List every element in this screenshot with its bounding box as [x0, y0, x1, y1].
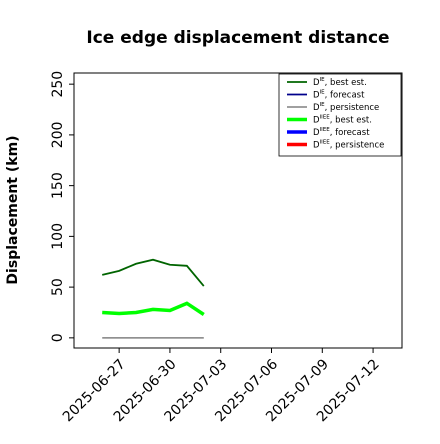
y-tick-label: 250	[50, 71, 66, 98]
legend-label: DIE, best est.	[313, 77, 367, 88]
legend-sup: IE	[320, 77, 326, 83]
legend-base: D	[313, 103, 320, 113]
legend-text: , best est.	[325, 78, 367, 88]
y-tick-label: 150	[50, 172, 66, 199]
chart-title: Ice edge displacement distance	[86, 28, 389, 48]
legend-sup: IIEE	[320, 127, 331, 133]
y-tick-label: 0	[50, 333, 66, 342]
y-tick-label: 50	[50, 278, 66, 296]
series-line	[102, 301, 205, 316]
legend-base: D	[313, 78, 320, 88]
legend-text: , best est.	[330, 115, 372, 125]
legend-label: DIIEE, forecast	[313, 127, 370, 138]
y-tick-label: 200	[50, 122, 66, 149]
legend-label: DIIEE, best est.	[313, 114, 372, 125]
legend-text: , forecast	[330, 128, 370, 138]
legend-base: D	[313, 140, 320, 150]
legend-box	[278, 73, 402, 157]
legend-sup: IE	[320, 89, 326, 95]
legend-text: , persistence	[325, 103, 380, 113]
legend-label: DIIEE, persistence	[313, 139, 384, 150]
legend-sup: IIEE	[320, 139, 331, 145]
y-axis-label: Displacement (km)	[5, 135, 21, 284]
legend-label: DIE, forecast	[313, 89, 365, 100]
legend-label: DIE, persistence	[313, 102, 379, 113]
legend-base: D	[313, 90, 320, 100]
y-tick-label: 100	[50, 223, 66, 250]
legend-sup: IIEE	[320, 114, 331, 120]
series-line	[102, 258, 205, 287]
legend-text: , persistence	[330, 140, 385, 150]
plot-frame	[73, 72, 403, 349]
legend-sup: IE	[320, 102, 326, 108]
legend-base: D	[313, 115, 320, 125]
legend-base: D	[313, 128, 320, 138]
legend-text: , forecast	[325, 90, 365, 100]
